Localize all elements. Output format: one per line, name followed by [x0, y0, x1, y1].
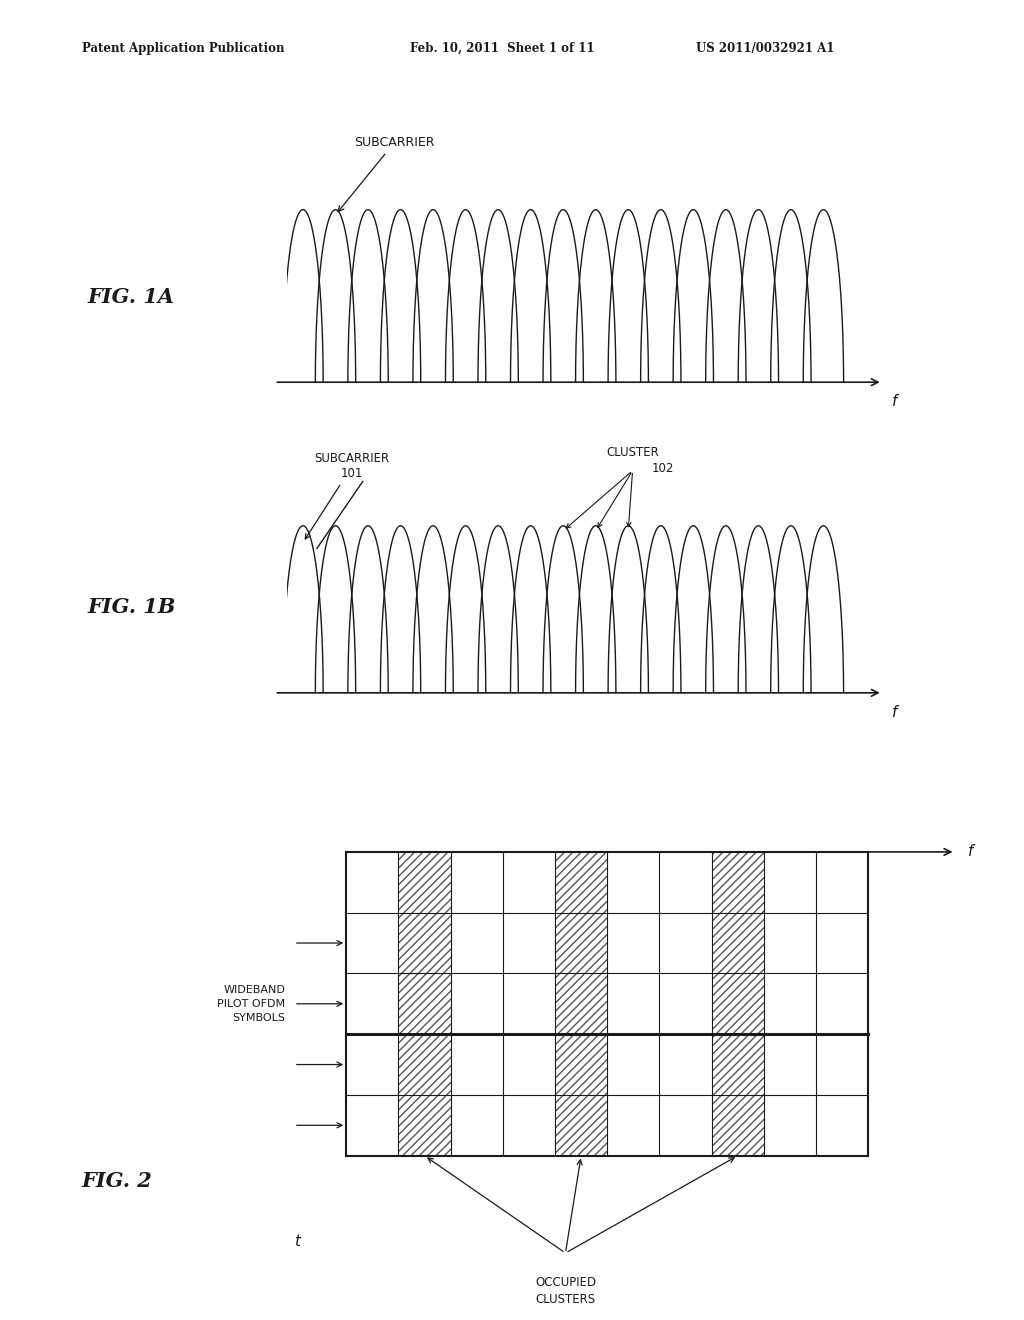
Bar — [555, 1034, 607, 1094]
Bar — [398, 1094, 451, 1156]
Text: SUBCARRIER: SUBCARRIER — [338, 136, 434, 211]
Text: f: f — [892, 705, 898, 719]
Bar — [712, 973, 764, 1034]
Text: FIG. 1A: FIG. 1A — [87, 286, 174, 308]
Bar — [398, 851, 451, 912]
Text: CLUSTER: CLUSTER — [606, 446, 659, 458]
Bar — [555, 912, 607, 973]
Text: f: f — [892, 395, 898, 409]
Text: f: f — [969, 845, 974, 859]
Bar — [712, 851, 764, 912]
Text: Feb. 10, 2011  Sheet 1 of 11: Feb. 10, 2011 Sheet 1 of 11 — [410, 42, 594, 55]
Bar — [712, 1094, 764, 1156]
Text: SUBCARRIER
101: SUBCARRIER 101 — [305, 453, 390, 539]
Text: FIG. 2: FIG. 2 — [82, 1171, 153, 1192]
Bar — [555, 851, 607, 912]
Bar — [398, 1034, 451, 1094]
Text: US 2011/0032921 A1: US 2011/0032921 A1 — [696, 42, 835, 55]
Bar — [398, 973, 451, 1034]
Bar — [555, 1094, 607, 1156]
Text: t: t — [294, 1233, 300, 1249]
Text: Patent Application Publication: Patent Application Publication — [82, 42, 285, 55]
Text: WIDEBAND
PILOT OFDM
SYMBOLS: WIDEBAND PILOT OFDM SYMBOLS — [217, 985, 285, 1023]
Text: 102: 102 — [652, 462, 675, 475]
Text: FIG. 1B: FIG. 1B — [87, 597, 175, 618]
Bar — [555, 973, 607, 1034]
Bar — [712, 1034, 764, 1094]
Bar — [712, 912, 764, 973]
Text: OCCUPIED
CLUSTERS: OCCUPIED CLUSTERS — [535, 1276, 596, 1307]
Bar — [398, 912, 451, 973]
